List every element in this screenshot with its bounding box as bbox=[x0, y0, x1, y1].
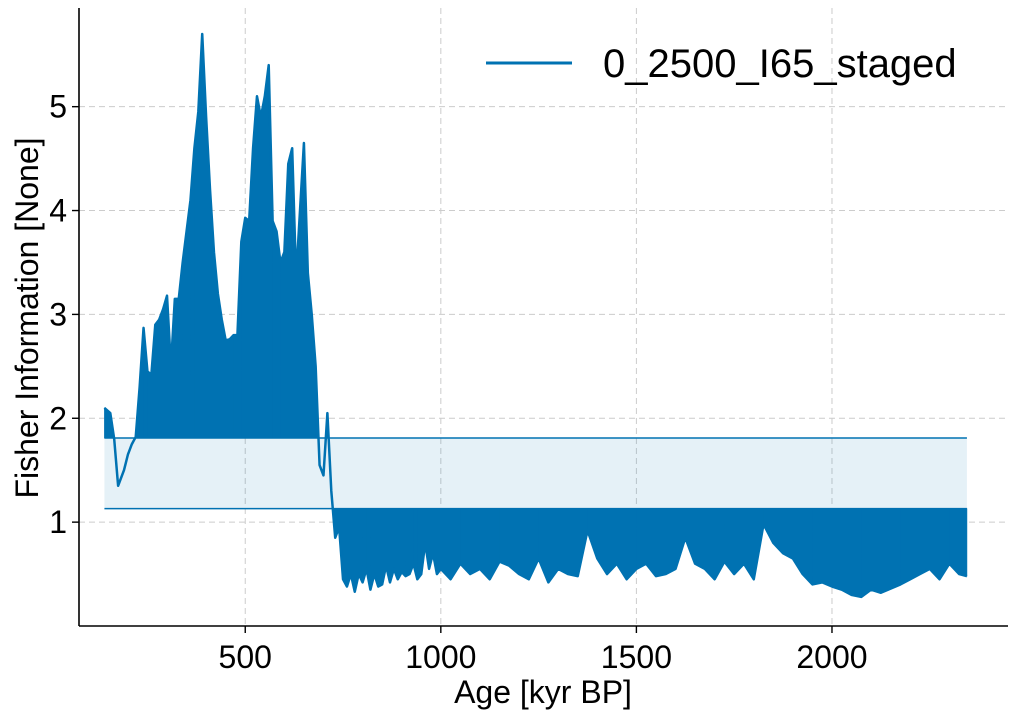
axes bbox=[78, 8, 1008, 627]
legend: 0_2500_I65_staged bbox=[486, 42, 957, 86]
series-line bbox=[103, 32, 968, 599]
x-axis-label: Age [kyr BP] bbox=[454, 674, 632, 710]
y-tick-label: 4 bbox=[49, 193, 67, 229]
fill-layer bbox=[104, 33, 968, 598]
x-tick-label: 1000 bbox=[405, 639, 476, 675]
y-axis-label: Fisher Information [None] bbox=[9, 137, 45, 498]
x-tick-label: 2000 bbox=[796, 639, 867, 675]
line-layer bbox=[103, 32, 968, 599]
y-tick-label: 3 bbox=[49, 296, 67, 332]
x-tick-label: 1500 bbox=[601, 639, 672, 675]
threshold-band bbox=[104, 438, 967, 509]
y-tick-label: 2 bbox=[49, 400, 67, 436]
band-layer bbox=[104, 437, 967, 510]
y-tick-label: 1 bbox=[49, 504, 67, 540]
y-tick-label: 5 bbox=[49, 89, 67, 125]
x-tick-label: 500 bbox=[219, 639, 272, 675]
legend-label: 0_2500_I65_staged bbox=[603, 42, 957, 86]
ticks: 500 1000 1500 2000 1 2 3 4 5 bbox=[49, 89, 867, 675]
